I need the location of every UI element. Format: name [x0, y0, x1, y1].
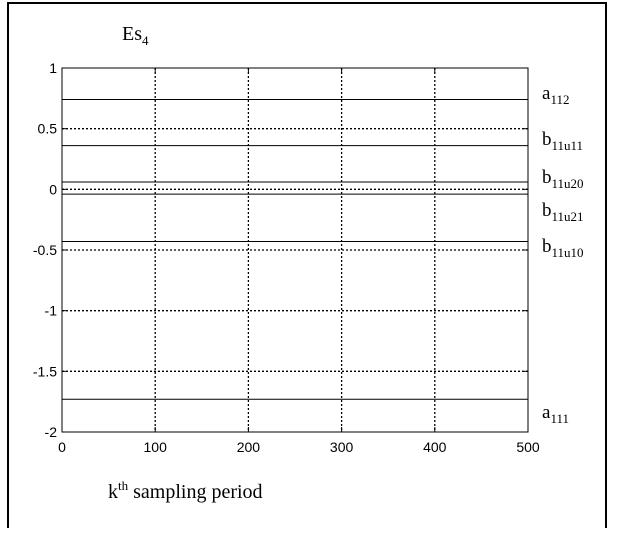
- tick-marks: [61, 67, 529, 433]
- figure-frame: [7, 2, 607, 528]
- y-tick-label: 0.5: [38, 121, 58, 137]
- series-label: b11u20: [542, 167, 584, 191]
- x-tick-label: 500: [516, 439, 540, 455]
- x-tick-label: 200: [237, 439, 261, 455]
- series-lines: [62, 99, 528, 400]
- y-tick-labels: 1 0.5 0 -0.5 -1 -1.5 -2: [33, 60, 57, 440]
- x-tick-label: 400: [423, 439, 447, 455]
- y-tick-label: 0: [49, 181, 57, 197]
- y-tick-label: -2: [45, 424, 58, 440]
- grid-lines: [62, 68, 528, 432]
- x-tick-labels: 0 100 200 300 400 500: [58, 439, 540, 455]
- x-tick-label: 0: [58, 439, 66, 455]
- x-tick-label: 100: [144, 439, 168, 455]
- y-tick-label: 1: [49, 60, 57, 76]
- series-label: b11u11: [542, 129, 583, 153]
- series-label: a112: [542, 83, 569, 107]
- series-label: b11u21: [542, 200, 584, 224]
- series-label: b11u10: [542, 236, 584, 260]
- series-labels: a112 b11u11 b11u20 b11u21 b11u10 a111: [542, 83, 584, 426]
- series-label: a111: [542, 402, 569, 426]
- x-axis-label: kth sampling period: [108, 478, 263, 503]
- y-tick-label: -0.5: [33, 242, 57, 258]
- chart-title: Es4: [122, 23, 149, 48]
- y-tick-label: -1: [45, 303, 58, 319]
- x-tick-label: 300: [330, 439, 354, 455]
- y-tick-label: -1.5: [33, 363, 57, 379]
